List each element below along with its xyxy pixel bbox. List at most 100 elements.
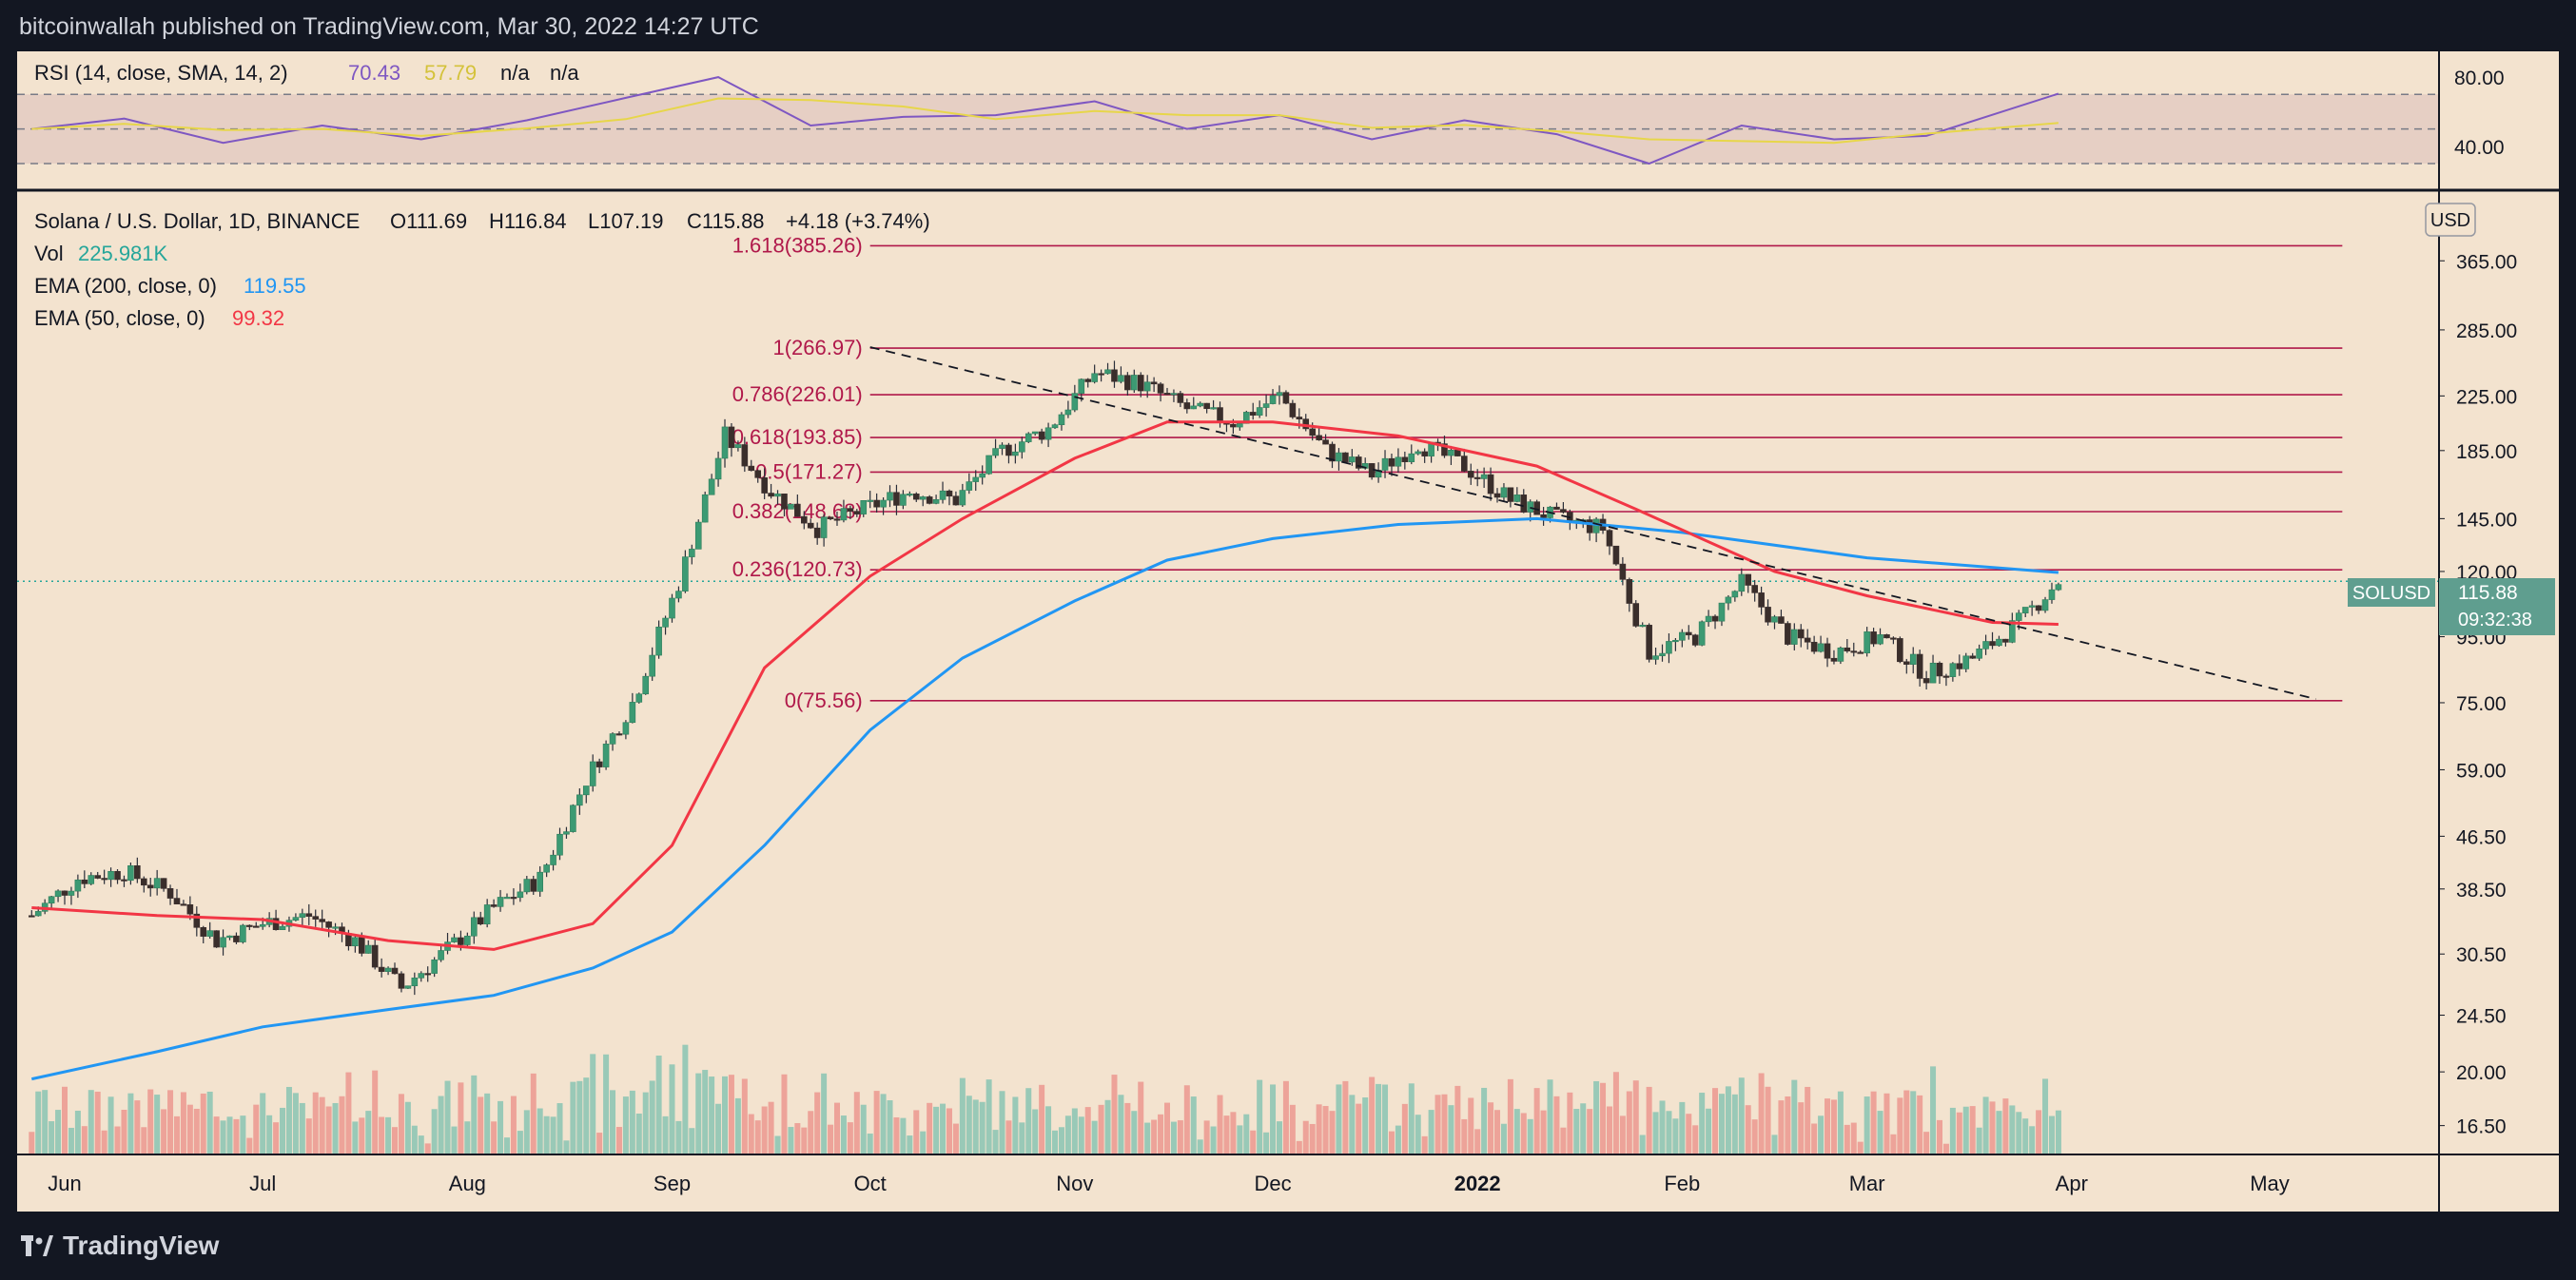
volume-bar bbox=[907, 1135, 913, 1154]
candle-body bbox=[635, 693, 643, 703]
candle-body bbox=[299, 913, 306, 918]
time-tick-label: Oct bbox=[854, 1172, 887, 1195]
candle-body bbox=[1084, 378, 1092, 382]
volume-bar bbox=[1454, 1085, 1461, 1154]
candle-body bbox=[1989, 641, 1996, 647]
candle-body bbox=[1051, 424, 1059, 429]
candle-body bbox=[2009, 620, 2016, 643]
volume-bar bbox=[1818, 1115, 1825, 1154]
price-panel[interactable]: 1.618(385.26) 1(266.97) 0.786(226.01) 0.618… bbox=[17, 233, 2439, 1154]
volume-bar bbox=[1553, 1096, 1560, 1154]
axes[interactable]: 80.00 40.00 16.50 20.00 24.50 30.50 38.50 46.50… bbox=[17, 51, 2559, 1212]
volume-bar bbox=[1091, 1120, 1098, 1154]
candle-body bbox=[252, 925, 260, 928]
volume-bar bbox=[1560, 1127, 1567, 1154]
volume-bar bbox=[1270, 1084, 1277, 1154]
volume-bar bbox=[1706, 1108, 1712, 1154]
volume-bar bbox=[1250, 1130, 1257, 1154]
candle-body bbox=[1408, 453, 1415, 462]
brand-name: TradingView bbox=[63, 1231, 220, 1260]
candle-body bbox=[662, 617, 669, 628]
volume-bar bbox=[1237, 1125, 1243, 1154]
candle-body bbox=[1513, 495, 1521, 502]
volume-bar bbox=[728, 1075, 734, 1154]
candle-body bbox=[992, 448, 999, 456]
volume-bar bbox=[503, 1137, 510, 1154]
volume-bar bbox=[325, 1106, 332, 1154]
volume-bar bbox=[1962, 1106, 1969, 1154]
volume-bar bbox=[1982, 1096, 1989, 1154]
volume-bar bbox=[1025, 1088, 1032, 1154]
candle-body bbox=[602, 744, 610, 767]
candle-body bbox=[1078, 378, 1085, 394]
volume-bar bbox=[1481, 1087, 1488, 1154]
chart-svg[interactable]: 1.618(385.26) 1(266.97) 0.786(226.01) 0.618… bbox=[17, 51, 2559, 1212]
chart-frame[interactable]: 1.618(385.26) 1(266.97) 0.786(226.01) 0.618… bbox=[17, 51, 2559, 1212]
candle-body bbox=[1969, 655, 1976, 659]
candle-body bbox=[490, 904, 498, 907]
candle-body bbox=[615, 733, 623, 736]
candle-body bbox=[1143, 381, 1151, 392]
volume-bar bbox=[1461, 1118, 1468, 1154]
volume-bar bbox=[312, 1092, 319, 1154]
candle-body bbox=[107, 870, 114, 881]
volume-bar bbox=[642, 1092, 649, 1154]
last-price-label: 115.88 bbox=[2458, 582, 2518, 604]
volume-bar bbox=[141, 1127, 147, 1154]
volume-bar bbox=[774, 1135, 781, 1154]
trendline bbox=[869, 346, 2316, 700]
last-symbol-label: SOLUSD bbox=[2352, 583, 2430, 604]
volume-bar bbox=[1164, 1102, 1170, 1154]
candle-body bbox=[503, 897, 511, 900]
volume-bar bbox=[1183, 1085, 1190, 1154]
candle-body bbox=[1111, 369, 1118, 382]
candle-body bbox=[438, 950, 444, 960]
candle-body bbox=[1183, 402, 1191, 410]
rsi-legend-na1: n/a bbox=[500, 61, 530, 85]
candle-body bbox=[1540, 514, 1547, 518]
volume-bar bbox=[603, 1054, 610, 1154]
volume-bar bbox=[689, 1128, 695, 1154]
candle-body bbox=[1395, 456, 1402, 467]
tradingview-logo[interactable]: TradingView bbox=[21, 1231, 219, 1261]
candle-body bbox=[972, 476, 980, 482]
volume-bar bbox=[655, 1056, 662, 1154]
volume-bar bbox=[2036, 1110, 2042, 1154]
volume-bar bbox=[590, 1054, 596, 1154]
candle-body bbox=[1507, 487, 1514, 502]
candle-body bbox=[1203, 402, 1210, 410]
currency-badge[interactable]: USD bbox=[2430, 210, 2470, 231]
volume-bar bbox=[1296, 1140, 1302, 1154]
volume-bar bbox=[1488, 1102, 1494, 1154]
candle-body bbox=[1355, 456, 1362, 469]
candle-body bbox=[1388, 457, 1395, 467]
candle-body bbox=[1890, 637, 1897, 640]
ohlc-change: +4.18 (+3.74%) bbox=[786, 209, 930, 233]
volume-bar bbox=[1230, 1112, 1237, 1154]
candle-body bbox=[966, 481, 973, 491]
volume-bar bbox=[781, 1074, 788, 1154]
candle-body bbox=[761, 477, 768, 494]
candle-body bbox=[121, 879, 127, 882]
candle-body bbox=[689, 549, 695, 557]
symbol-line: Solana / U.S. Dollar, 1D, BINANCE bbox=[34, 209, 360, 233]
candle-body bbox=[431, 959, 438, 974]
candle-body bbox=[1916, 653, 1923, 679]
volume-bar bbox=[530, 1073, 537, 1154]
volume-bar bbox=[213, 1116, 220, 1154]
rsi-panel[interactable] bbox=[17, 51, 2439, 190]
volume-bar bbox=[1632, 1080, 1639, 1154]
volume-bar bbox=[1513, 1109, 1520, 1154]
volume-bar bbox=[372, 1070, 379, 1154]
candle-body bbox=[595, 761, 603, 767]
candle-body bbox=[1342, 452, 1349, 463]
price-tick-label: 285.00 bbox=[2456, 320, 2517, 342]
volume-bar bbox=[1666, 1111, 1672, 1154]
volume-bar bbox=[1032, 1109, 1039, 1154]
candle-body bbox=[398, 973, 405, 989]
candle-body bbox=[371, 944, 379, 968]
candle-body bbox=[510, 897, 517, 900]
volume-bar bbox=[1580, 1103, 1587, 1154]
time-tick-label: Apr bbox=[2056, 1172, 2088, 1195]
volume-bar bbox=[1520, 1113, 1527, 1154]
